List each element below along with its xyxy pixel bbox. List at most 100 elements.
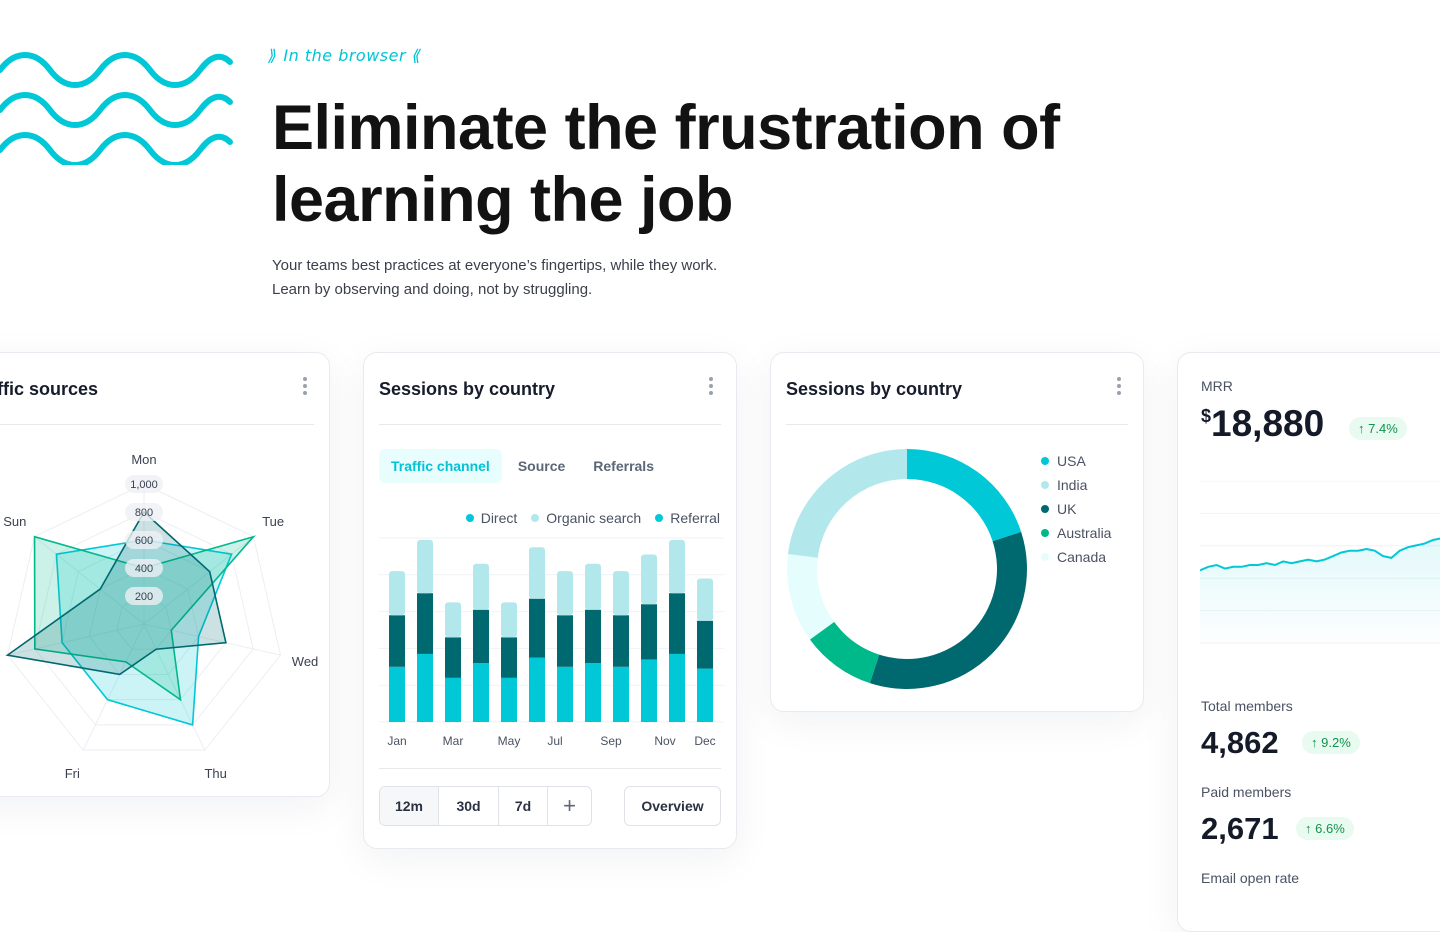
bar-legend: Direct Organic search Referral xyxy=(465,510,720,526)
bar-segment-direct xyxy=(585,663,601,722)
bar-segment-organic-search xyxy=(585,563,601,610)
divider xyxy=(379,768,721,769)
bar-segment-direct xyxy=(613,666,629,722)
x-tick-label: Mar xyxy=(443,734,464,748)
mrr-amount: 18,880 xyxy=(1211,403,1325,444)
legend-label: Direct xyxy=(480,510,518,526)
range-7d-button[interactable]: 7d xyxy=(499,787,548,825)
bar-segment-organic-search xyxy=(529,547,545,599)
bar-segment-direct xyxy=(557,666,573,722)
legend-label: Referral xyxy=(670,510,720,526)
bar-segment-organic-search xyxy=(613,571,629,616)
kebab-vertical-icon[interactable] xyxy=(709,377,713,395)
arrow-up-icon: ↑ xyxy=(1311,735,1318,750)
legend-organic-search: Organic search xyxy=(531,510,641,526)
change-value: 7.4% xyxy=(1368,421,1398,436)
legend-dot xyxy=(1041,529,1049,537)
donut-legend: USA India UK Australia Canada xyxy=(1041,449,1111,569)
radar-tick-bg xyxy=(125,559,163,577)
tab-traffic-channel[interactable]: Traffic channel xyxy=(379,449,502,483)
bar-segment-referral xyxy=(389,615,405,667)
radar-tick-label: 200 xyxy=(135,591,153,603)
radar-axis-line xyxy=(7,623,145,656)
bar-segment-referral xyxy=(585,609,601,664)
bar-segment-direct xyxy=(529,657,545,722)
range-12m-button[interactable]: 12m xyxy=(380,787,439,825)
radar-series-1 xyxy=(33,535,256,702)
bar-segment-direct xyxy=(417,653,433,722)
legend-item-uk: UK xyxy=(1041,497,1111,521)
bar-segment-referral xyxy=(641,604,657,660)
area-line xyxy=(1200,537,1440,572)
legend-label: India xyxy=(1057,477,1088,493)
legend-label: USA xyxy=(1057,453,1086,469)
arrow-up-icon: ↑ xyxy=(1358,421,1365,436)
legend-label: Australia xyxy=(1057,525,1112,541)
bar-segment-organic-search xyxy=(641,554,657,605)
legend-item-canada: Canada xyxy=(1041,545,1111,569)
radar-axis-label: Mon xyxy=(131,452,156,467)
plus-icon[interactable]: + xyxy=(563,793,576,818)
paid-members-label: Paid members xyxy=(1201,784,1292,800)
change-value: 6.6% xyxy=(1315,821,1345,836)
x-tick-label: Sep xyxy=(600,734,622,748)
card-title: Traffic sources xyxy=(0,379,99,399)
bar-segment-referral xyxy=(697,620,713,669)
radar-tick-label: 400 xyxy=(135,563,153,575)
radar-grid-ring xyxy=(34,511,254,726)
x-tick-label: Dec xyxy=(694,734,715,748)
donut-slice-usa xyxy=(907,449,1022,542)
paid-members-value: 2,671 xyxy=(1201,811,1279,846)
radar-axis-line xyxy=(143,623,281,656)
paid-members-change-badge: ↑ 6.6% xyxy=(1296,817,1354,840)
subtitle-line: Your teams best practices at everyone’s … xyxy=(272,257,718,274)
radar-axis-line xyxy=(82,623,145,751)
bar-segment-direct xyxy=(473,663,489,722)
radar-tick-label: 1,000 xyxy=(130,479,158,491)
radar-tick-bg xyxy=(125,531,163,549)
bar-segment-organic-search xyxy=(389,571,405,616)
radar-tick-bg xyxy=(125,475,163,493)
donut-chart xyxy=(787,449,1027,689)
bar-segment-referral xyxy=(473,609,489,664)
tab-referrals[interactable]: Referrals xyxy=(593,458,654,474)
legend-label: Organic search xyxy=(546,510,642,526)
x-tick-label: Nov xyxy=(654,734,675,748)
total-members-value: 4,862 xyxy=(1201,725,1279,760)
radar-axis-label: Thu xyxy=(204,766,226,781)
legend-referral: Referral xyxy=(655,510,720,526)
radar-axis-label: Fri xyxy=(65,766,80,781)
bar-segment-direct xyxy=(669,653,685,722)
donut-slice-canada xyxy=(787,553,835,640)
kebab-vertical-icon[interactable] xyxy=(1117,377,1121,395)
overview-button[interactable]: Overview xyxy=(624,786,721,826)
legend-dot xyxy=(1041,457,1049,465)
legend-item-india: India xyxy=(1041,473,1111,497)
bar-segment-organic-search xyxy=(557,571,573,616)
total-members-label: Total members xyxy=(1201,698,1293,714)
x-tick-label: Jan xyxy=(387,734,406,748)
legend-dot xyxy=(1041,505,1049,513)
tab-source[interactable]: Source xyxy=(517,458,566,474)
range-30d-button[interactable]: 30d xyxy=(439,787,499,825)
bar-segment-referral xyxy=(417,593,433,654)
currency-symbol: $ xyxy=(1201,406,1212,426)
radar-tick-bg xyxy=(125,503,163,521)
bar-segment-referral xyxy=(557,615,573,667)
kebab-vertical-icon[interactable] xyxy=(303,377,307,395)
bar-segment-direct xyxy=(641,659,657,722)
radar-grid-ring xyxy=(6,483,282,751)
email-open-rate-label: Email open rate xyxy=(1201,870,1300,886)
bar-segment-direct xyxy=(389,666,405,722)
traffic-sources-card: Traffic sources 200 400 600 800 1,000 Mon Tue W… xyxy=(0,352,330,797)
mrr-value: $18,880 xyxy=(1201,403,1324,445)
radar-axis-label: Tue xyxy=(262,514,284,529)
donut-slice-india xyxy=(787,449,907,558)
radar-axis-line xyxy=(34,536,145,625)
mrr-label: MRR xyxy=(1201,378,1233,394)
radar-tick-label: 800 xyxy=(135,507,153,519)
arrow-up-icon: ↑ xyxy=(1305,821,1312,836)
chart-tabs: Traffic channel Source Referrals xyxy=(379,449,666,483)
total-members-change-badge: ↑ 9.2% xyxy=(1302,731,1360,754)
